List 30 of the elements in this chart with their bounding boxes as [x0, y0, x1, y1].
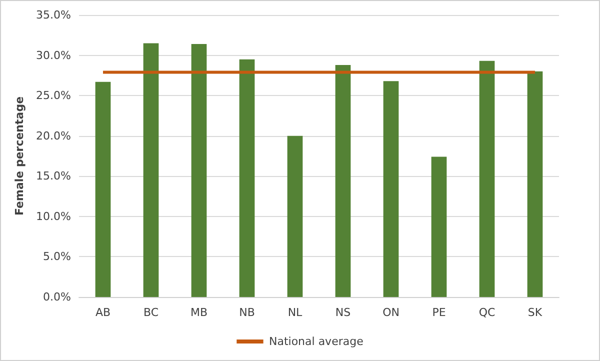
x-tick-label: MB — [190, 306, 208, 319]
bar — [239, 59, 255, 297]
y-tick-label: 15.0% — [36, 170, 71, 183]
x-tick-label: NS — [335, 306, 351, 319]
x-tick-label: NL — [288, 306, 304, 319]
bar — [479, 60, 495, 297]
bar — [95, 82, 111, 297]
x-tick-label: BC — [143, 306, 159, 319]
y-tick-label: 30.0% — [36, 48, 71, 62]
y-tick-label: 20.0% — [36, 129, 71, 142]
x-tick-label: AB — [95, 306, 111, 319]
legend-label: National average — [268, 335, 364, 348]
y-tick-label: 0.0% — [43, 290, 71, 304]
bar — [287, 136, 303, 297]
bar — [191, 44, 207, 297]
y-tick-label: 35.0% — [36, 8, 71, 22]
y-tick-label: 5.0% — [43, 250, 71, 264]
x-tick-label: SK — [528, 306, 543, 319]
y-tick-label: 25.0% — [36, 89, 71, 102]
y-axis-title: Female percentage — [13, 96, 26, 216]
x-tick-label: ON — [382, 306, 400, 319]
bar — [383, 81, 399, 297]
bar — [143, 43, 159, 297]
bar — [527, 71, 543, 297]
y-tick-label: 10.0% — [36, 210, 71, 223]
x-tick-label: QC — [478, 306, 496, 319]
bar — [335, 64, 351, 297]
bar — [431, 156, 447, 297]
x-tick-label: PE — [432, 306, 446, 319]
x-tick-label: NB — [239, 306, 255, 319]
